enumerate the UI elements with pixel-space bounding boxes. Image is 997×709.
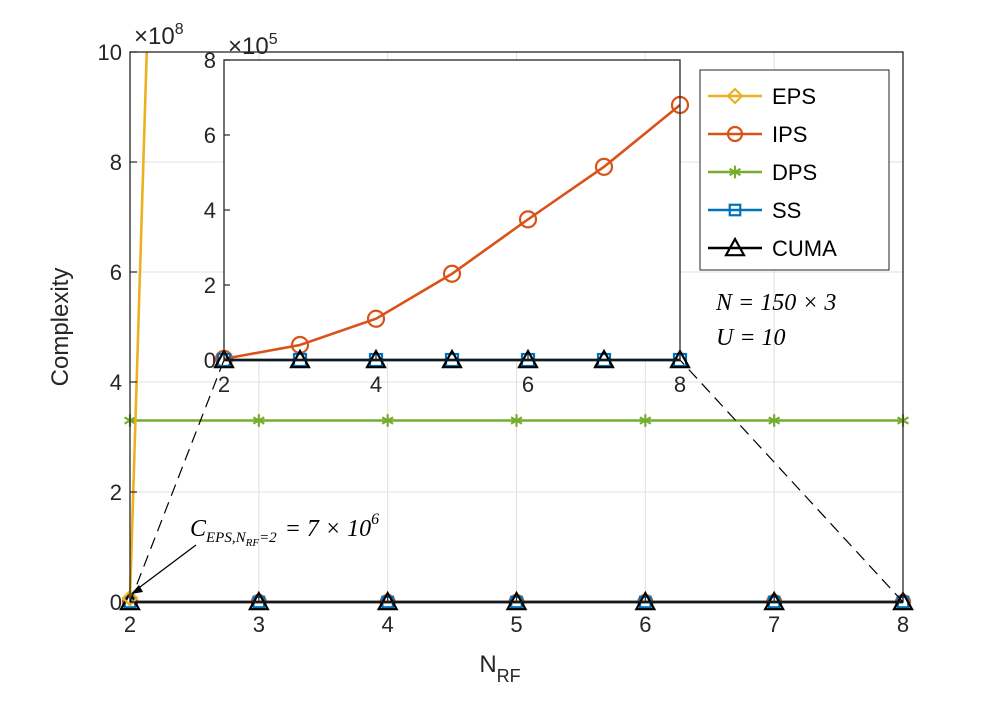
main-y-tick-label-1: 2 [110, 480, 122, 505]
legend-marker-dps [728, 165, 742, 179]
main-point-cuma-4 [634, 590, 657, 611]
param-annotation-n: N = 150 × 3 [715, 290, 836, 316]
main-y-exponent: ×108 [134, 21, 184, 50]
inset-x-tick-label-8: 8 [674, 372, 686, 397]
inset-point-cuma-4 [517, 348, 539, 369]
main-x-tick-label-6: 6 [639, 612, 651, 637]
legend: EPS IPS DPS SS CUMA [699, 69, 890, 271]
main-y-tick-label-0: 0 [110, 590, 122, 615]
main-point-cuma-6 [892, 590, 914, 611]
main-x-tick-label-8: 8 [897, 612, 909, 637]
inset-point-cuma-3 [441, 348, 463, 369]
inset-point-ips-4 [518, 210, 538, 229]
inset-point-cuma-2 [365, 348, 387, 369]
main-point-cuma-1 [247, 590, 270, 611]
main-x-tick-label-2: 2 [124, 612, 136, 637]
legend-marker-ips [726, 125, 744, 143]
inset-plot-background [224, 60, 680, 360]
inset-point-cuma-0 [213, 348, 235, 369]
y-axis-label: Complexity [47, 268, 74, 387]
main-point-dps-3 [510, 414, 523, 427]
legend-marker-eps [726, 87, 744, 105]
main-point-eps-0 [121, 589, 139, 607]
main-point-dps-4 [639, 414, 652, 427]
inset-point-ips-3 [442, 264, 462, 283]
main-y-tick-label-4: 8 [110, 150, 122, 175]
inset-series-line-ips [223, 103, 681, 361]
inset-point-ips-2 [366, 309, 386, 328]
legend-label-cuma: CUMA [772, 236, 837, 261]
inset-y-exponent: ×105 [228, 31, 278, 60]
zoom-connector-right [679, 359, 904, 603]
main-y-tick-label-5: 10 [98, 40, 122, 65]
legend-label-ips: IPS [772, 122, 807, 147]
main-point-dps-5 [768, 414, 781, 427]
eps-callout-arrow [135, 544, 197, 591]
main-point-dps-2 [381, 414, 394, 427]
param-annotation-u: U = 10 [716, 325, 786, 351]
main-x-tick-label-5: 5 [510, 612, 522, 637]
inset-y-tick-label-4: 8 [204, 48, 216, 73]
inset-x-tick-label-4: 4 [370, 372, 382, 397]
x-axis-label: NRF [479, 651, 520, 686]
main-y-tick-label-3: 6 [110, 260, 122, 285]
main-point-dps-1 [252, 414, 265, 427]
main-point-cuma-5 [763, 590, 786, 611]
inset-y-tick-label-2: 4 [204, 198, 216, 223]
main-x-tick-label-3: 3 [253, 612, 265, 637]
inset-y-tick-label-1: 2 [204, 273, 216, 298]
inset-x-tick-label-6: 6 [522, 372, 534, 397]
main-point-cuma-2 [376, 590, 399, 611]
inset-y-tick-label-3: 6 [204, 123, 216, 148]
main-point-cuma-3 [505, 590, 528, 611]
zoom-connector-left [129, 359, 225, 603]
main-x-tick-label-4: 4 [382, 612, 394, 637]
main-x-tick-label-7: 7 [768, 612, 780, 637]
inset-point-cuma-6 [669, 348, 691, 369]
legend-marker-cuma [724, 236, 746, 257]
main-series-line-eps [128, 51, 149, 599]
inset-point-ips-5 [594, 157, 614, 176]
inset-y-tick-label-0: 0 [204, 348, 216, 373]
legend-label-eps: EPS [772, 84, 816, 109]
inset-point-cuma-5 [593, 348, 615, 369]
eps-callout: CEPS,NRF=2 = 7 × 106 [190, 511, 379, 549]
legend-marker-ss [728, 203, 742, 217]
legend-label-ss: SS [772, 198, 801, 223]
inset-x-tick-label-2: 2 [218, 372, 230, 397]
eps-callout-arrowhead [131, 585, 143, 594]
legend-label-dps: DPS [772, 160, 817, 185]
main-y-tick-label-2: 4 [110, 370, 122, 395]
inset-point-cuma-1 [289, 348, 311, 369]
